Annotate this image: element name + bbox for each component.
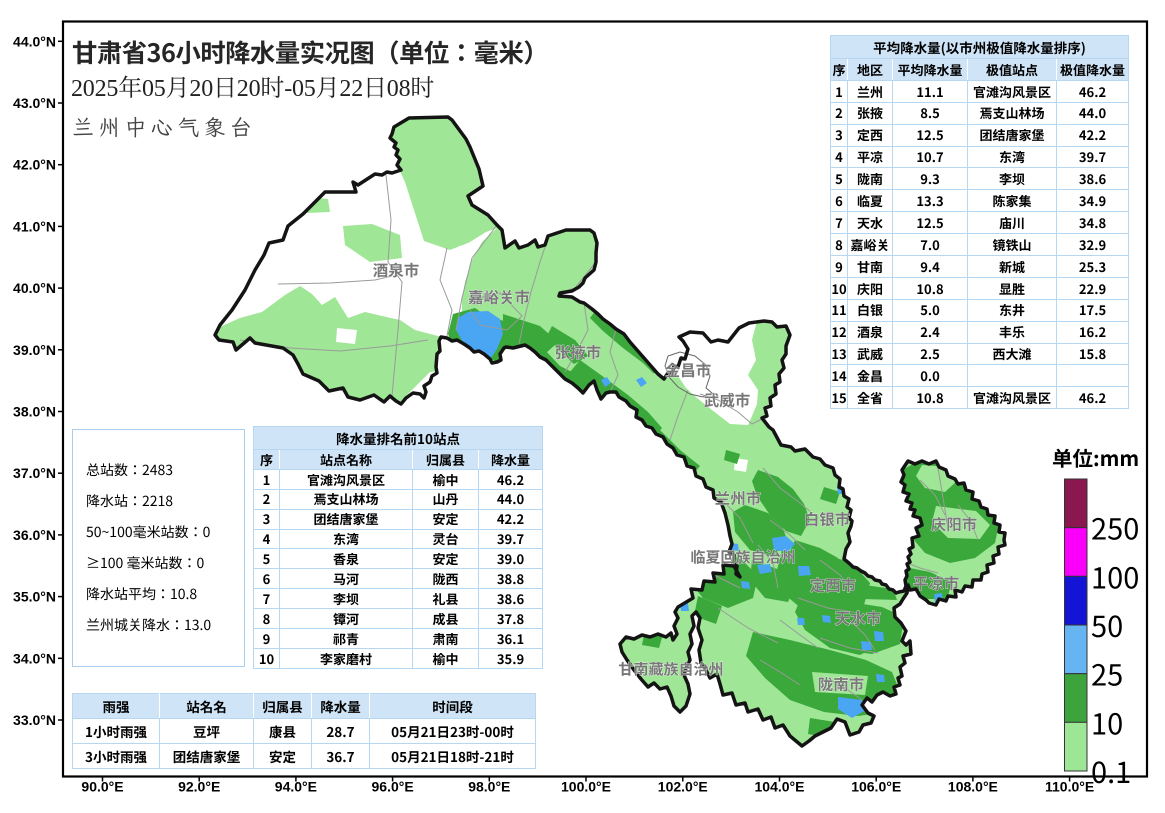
- svg-text:25: 25: [1091, 653, 1123, 695]
- svg-text:陇南市: 陇南市: [818, 673, 865, 695]
- svg-text:庆阳市: 庆阳市: [931, 513, 978, 535]
- svg-text:37.0°N: 37.0°N: [13, 465, 56, 481]
- svg-text:临夏回族自治州: 临夏回族自治州: [690, 547, 795, 568]
- svg-text:43.0°N: 43.0°N: [13, 95, 56, 111]
- svg-text:金昌市: 金昌市: [665, 359, 712, 381]
- svg-text:50: 50: [1091, 604, 1123, 646]
- svg-text:102.0°E: 102.0°E: [658, 779, 708, 795]
- svg-text:104.0°E: 104.0°E: [755, 779, 805, 795]
- svg-text:110.0°E: 110.0°E: [1045, 779, 1094, 795]
- svg-text:0.1: 0.1: [1091, 750, 1131, 792]
- svg-text:42.0°N: 42.0°N: [13, 157, 56, 173]
- svg-text:天水市: 天水市: [835, 607, 882, 629]
- svg-text:41.0°N: 41.0°N: [13, 218, 56, 234]
- svg-text:酒泉市: 酒泉市: [373, 259, 420, 281]
- svg-text:94.0°E: 94.0°E: [275, 779, 317, 795]
- svg-text:90.0°E: 90.0°E: [81, 779, 123, 795]
- svg-text:96.0°E: 96.0°E: [372, 779, 414, 795]
- svg-text:兰州市: 兰州市: [715, 487, 762, 509]
- svg-text:35.0°N: 35.0°N: [13, 589, 56, 605]
- svg-text:44.0°N: 44.0°N: [13, 33, 56, 49]
- svg-text:定西市: 定西市: [810, 574, 857, 596]
- svg-text:10: 10: [1091, 701, 1123, 743]
- svg-text:平凉市: 平凉市: [913, 572, 960, 594]
- svg-text:98.0°E: 98.0°E: [468, 779, 510, 795]
- svg-text:34.0°N: 34.0°N: [13, 650, 56, 666]
- svg-text:甘南藏族自治州: 甘南藏族自治州: [618, 659, 723, 680]
- svg-text:张掖市: 张掖市: [555, 341, 602, 363]
- svg-text:嘉峪关市: 嘉峪关市: [468, 286, 530, 308]
- svg-text:100.0°E: 100.0°E: [561, 779, 611, 795]
- svg-text:92.0°E: 92.0°E: [178, 779, 220, 795]
- svg-text:36.0°N: 36.0°N: [13, 527, 56, 543]
- svg-text:武威市: 武威市: [704, 389, 751, 411]
- svg-text:38.0°N: 38.0°N: [13, 404, 56, 420]
- svg-text:白银市: 白银市: [804, 508, 851, 530]
- svg-text:39.0°N: 39.0°N: [13, 342, 56, 358]
- svg-text:108.0°E: 108.0°E: [948, 779, 998, 795]
- svg-text:106.0°E: 106.0°E: [851, 779, 901, 795]
- svg-text:33.0°N: 33.0°N: [13, 712, 56, 728]
- svg-text:40.0°N: 40.0°N: [13, 280, 56, 296]
- svg-text:250: 250: [1091, 507, 1139, 549]
- svg-text:100: 100: [1091, 555, 1139, 597]
- svg-text:单位:mm: 单位:mm: [1052, 442, 1139, 472]
